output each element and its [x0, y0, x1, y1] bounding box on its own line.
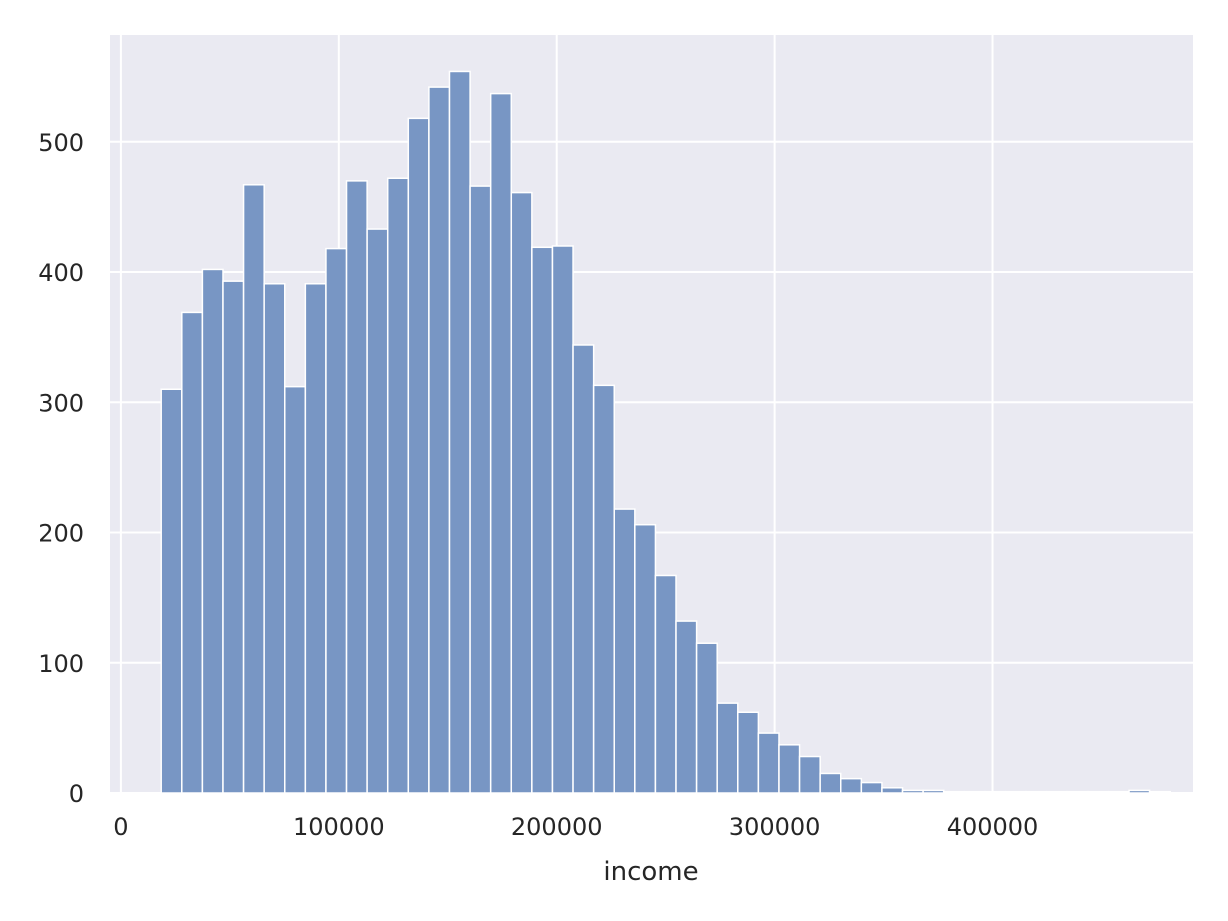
histogram-bar: [510, 191, 533, 794]
y-tick-label: 500: [38, 129, 84, 157]
histogram-bar: [984, 790, 1007, 794]
histogram-bar: [613, 508, 636, 794]
histogram-bar: [592, 384, 615, 794]
histogram-bar: [737, 711, 760, 794]
histogram-bar: [551, 245, 574, 794]
histogram-bar: [695, 642, 718, 794]
histogram-bar: [572, 344, 595, 794]
histogram-bar: [942, 790, 966, 794]
histogram-bar: [1004, 790, 1027, 794]
y-tick-label: 200: [38, 520, 84, 548]
histogram-bar: [860, 781, 883, 794]
histogram-bar: [675, 620, 698, 794]
histogram-bar: [1087, 790, 1110, 794]
histogram-bar: [181, 311, 204, 794]
histogram-bar: [428, 86, 451, 794]
histogram-bar: [469, 185, 492, 794]
y-tick-label: 100: [38, 650, 84, 678]
histogram-bar: [1107, 790, 1130, 794]
histogram-bar: [201, 268, 224, 794]
histogram-bar: [922, 789, 945, 794]
histogram-bar: [798, 755, 821, 794]
histogram-bar: [160, 388, 183, 794]
histogram-bar: [1045, 790, 1069, 794]
tick-labels: 0 100000 200000 300000 400000 0 100 200 300 400 50…: [38, 129, 1038, 841]
histogram-bar: [284, 385, 307, 794]
histogram-bar: [263, 283, 286, 794]
y-tick-label: 300: [38, 389, 84, 417]
histogram-bar: [819, 772, 842, 794]
histogram-bar: [757, 732, 780, 794]
histogram-bar: [1128, 789, 1151, 794]
histogram-bar: [716, 702, 739, 794]
histogram-bars: [160, 70, 1171, 794]
histogram-bar: [407, 117, 430, 794]
histogram-bar: [901, 789, 924, 794]
histogram-bar: [345, 180, 368, 794]
histogram-bar: [1066, 790, 1089, 794]
histogram-bar: [963, 790, 986, 794]
histogram-bar: [840, 777, 863, 794]
histogram-bar: [448, 70, 471, 794]
histogram-bar: [1148, 790, 1171, 794]
x-tick-label: 100000: [293, 813, 385, 841]
histogram-bar: [778, 744, 801, 794]
x-tick-label: 0: [113, 813, 128, 841]
y-tick-label: 400: [38, 259, 84, 287]
x-axis-title: income: [603, 857, 698, 887]
histogram-bar: [1025, 790, 1048, 794]
y-tick-label: 0: [69, 780, 84, 808]
histogram-bar: [366, 228, 389, 794]
histogram-bar: [489, 92, 513, 794]
histogram-bar: [325, 247, 348, 794]
histogram-bar: [654, 574, 677, 794]
x-tick-label: 200000: [511, 813, 603, 841]
x-tick-label: 300000: [729, 813, 821, 841]
histogram-bar: [531, 246, 554, 794]
histogram-bar: [222, 280, 245, 794]
histogram-bar: [634, 523, 657, 794]
histogram-bar: [881, 787, 904, 794]
histogram-bar: [242, 184, 265, 794]
x-tick-label: 400000: [947, 813, 1039, 841]
histogram-bar: [386, 177, 410, 794]
histogram-bar: [304, 283, 327, 794]
